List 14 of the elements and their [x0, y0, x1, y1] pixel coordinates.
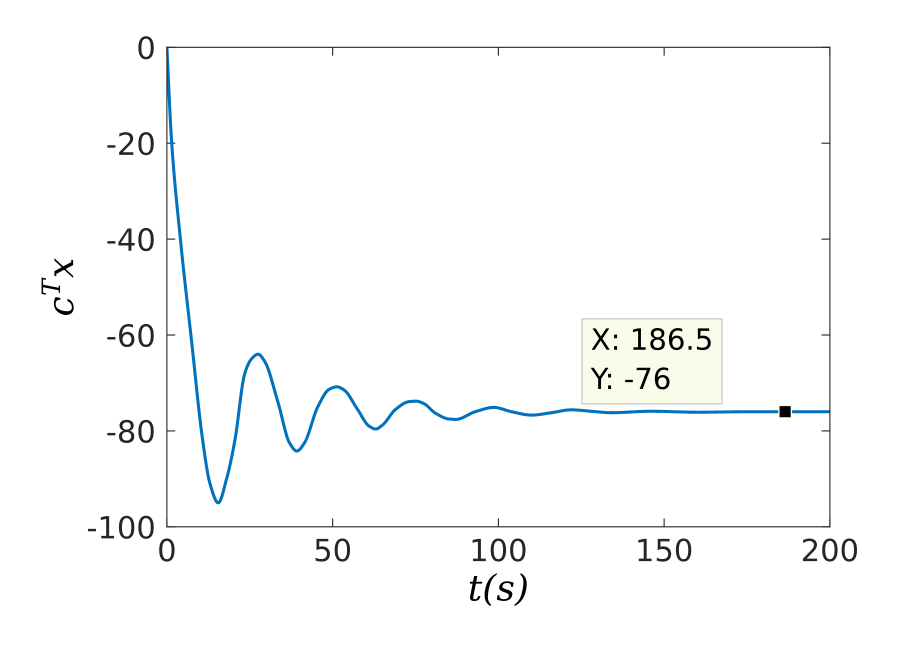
- y-axis-title: c$^{T}$x: [42, 258, 74, 315]
- x-tick-label: 150: [638, 538, 692, 562]
- x-tick-label: 0: [159, 538, 175, 562]
- y-tick-label: -20: [107, 132, 154, 156]
- y-tick-label: -100: [88, 516, 154, 539]
- x-tick-label: 200: [802, 538, 858, 562]
- x-axis-title: t(s): [470, 573, 527, 606]
- x-tick-label: 50: [316, 538, 350, 562]
- annotation: X: 186.5 Y: -76: [590, 328, 711, 390]
- y-tick-label: 0: [138, 36, 154, 60]
- y-tick-label: -40: [107, 228, 154, 252]
- y-tick-label: -80: [107, 420, 154, 443]
- x-tick-label: 100: [472, 538, 526, 562]
- y-tick-label: -60: [107, 324, 154, 348]
